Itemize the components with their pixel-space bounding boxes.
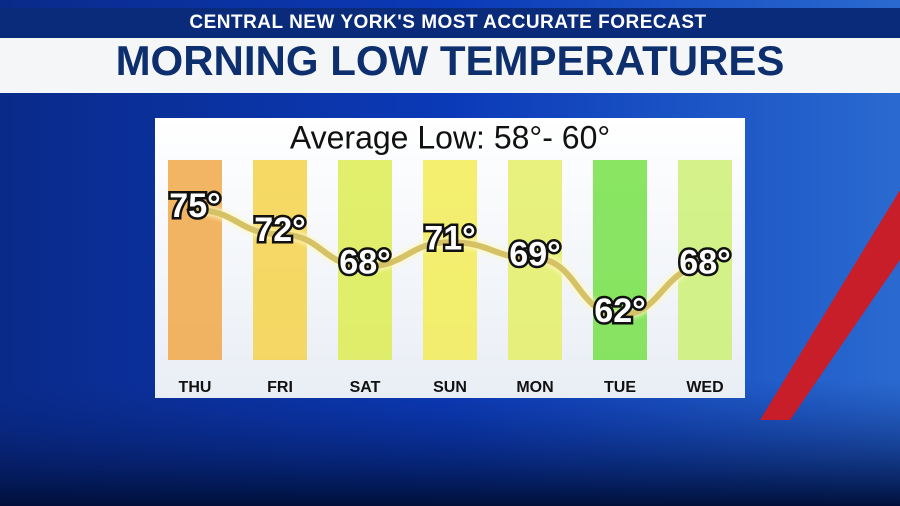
value-label: 72° [254, 211, 305, 249]
x-tick-label: SAT [350, 379, 381, 396]
background-shade [0, 380, 900, 506]
title-band [0, 38, 900, 93]
plot: THU FRI SAT SUN MON TUE WED 75° 72° 68° 71° 69° 62° 6… [167, 160, 733, 396]
value-label: 68° [679, 244, 730, 282]
value-label: 62° [594, 292, 645, 330]
day-column [168, 160, 222, 360]
x-tick-label: MON [516, 379, 553, 396]
x-tick-label: THU [179, 379, 212, 396]
accent-stripe [760, 190, 900, 420]
day-column [678, 160, 732, 360]
day-column [593, 160, 647, 360]
kicker-band [0, 8, 900, 38]
value-label: 75° [169, 187, 220, 225]
value-label: 68° [339, 244, 390, 282]
subtitle: Average Low: 58°- 60° [290, 119, 610, 155]
title: MORNING LOW TEMPERATURES [116, 37, 785, 84]
value-label: 71° [424, 219, 475, 257]
x-tick-label: TUE [604, 379, 636, 396]
day-column [423, 160, 477, 360]
kicker: CENTRAL NEW YORK'S MOST ACCURATE FORECAS… [189, 12, 706, 33]
x-tick-label: FRI [267, 379, 293, 396]
value-label: 69° [509, 235, 560, 273]
x-tick-label: WED [686, 379, 723, 396]
temperature-line [194, 207, 706, 319]
x-tick-label: SUN [433, 379, 467, 396]
day-column [253, 160, 307, 360]
